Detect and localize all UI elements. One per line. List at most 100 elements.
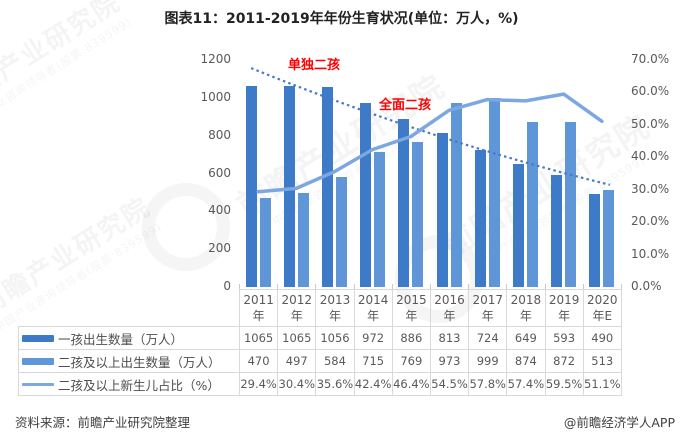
annotation-quanmian-erhai: 全面二孩 bbox=[379, 98, 432, 113]
legend-line-marker-icon bbox=[22, 382, 54, 386]
x-axis-tick-mark bbox=[582, 284, 584, 289]
table-value-cell: 59.5% bbox=[544, 372, 584, 396]
footer-credit: @前瞻经济学人APP bbox=[563, 415, 675, 430]
right-axis-tick: 50.0% bbox=[631, 116, 670, 131]
legend-bar-marker-icon bbox=[22, 334, 54, 342]
data-table: 2011 年 2012 年 2013 年 2014 年 2015 年 2016 年 2017 年 2018 年… bbox=[18, 289, 622, 396]
year-header-cell: 2015 年 bbox=[391, 289, 431, 327]
year-header-cell: 2017 年 bbox=[468, 289, 508, 327]
chart-title: 图表11：2011-2019年年份生育状况(单位：万人，%) bbox=[164, 11, 519, 27]
x-axis-tick-mark bbox=[239, 284, 240, 289]
left-axis-tick: 600 bbox=[208, 165, 231, 180]
legend-cell: 二孩及以上新生儿占比（%） bbox=[18, 372, 240, 396]
right-axis-tick: 30.0% bbox=[631, 181, 670, 196]
table-value-cell: 715 bbox=[353, 349, 393, 373]
first-child-bar-2015年 bbox=[398, 119, 410, 287]
legend-label: 二孩及以上新生儿占比（%） bbox=[58, 377, 220, 393]
second-child-bar-2014年 bbox=[374, 151, 386, 287]
table-value-cell: 30.4% bbox=[277, 372, 317, 396]
year-header-cell: 2013 年 bbox=[315, 289, 355, 327]
year-header-cell: 2011 年 bbox=[238, 289, 279, 327]
x-axis-tick-mark bbox=[315, 284, 317, 289]
table-value-cell: 35.6% bbox=[315, 372, 355, 396]
right-axis-tick: 60.0% bbox=[631, 84, 670, 99]
x-axis-tick-mark bbox=[621, 284, 622, 289]
table-value-cell: 497 bbox=[277, 349, 317, 373]
table-row: 一孩出生数量（万人） 1065 1065 1056 972 886 813 724 649 593… bbox=[18, 326, 622, 350]
right-axis-tick: 10.0% bbox=[631, 246, 670, 261]
table-value-cell: 769 bbox=[391, 349, 431, 373]
first-child-bar-2011年 bbox=[245, 85, 257, 287]
first-child-bar-2016年 bbox=[436, 133, 448, 287]
data-table-grid: 2011 年 2012 年 2013 年 2014 年 2015 年 2016 年 2017 年 2018 年… bbox=[18, 289, 622, 396]
x-axis-tick-mark bbox=[468, 284, 470, 289]
table-value-cell: 973 bbox=[429, 349, 470, 373]
second-child-bar-2011年 bbox=[259, 198, 271, 287]
table-value-cell: 874 bbox=[506, 349, 546, 373]
table-value-cell: 593 bbox=[544, 326, 584, 350]
table-value-cell: 470 bbox=[238, 349, 279, 373]
left-axis-tick: 1000 bbox=[200, 89, 231, 104]
table-value-cell: 57.8% bbox=[468, 372, 508, 396]
legend-label: 一孩出生数量（万人） bbox=[58, 331, 184, 347]
table-value-cell: 972 bbox=[353, 326, 393, 350]
first-child-bar-2013年 bbox=[322, 87, 333, 287]
first-child-bar-2017年 bbox=[474, 150, 486, 287]
second-child-bar-2020年E bbox=[603, 189, 615, 287]
table-value-cell: 46.4% bbox=[391, 372, 431, 396]
table-value-cell: 1065 bbox=[277, 326, 317, 350]
table-corner-cell bbox=[19, 290, 240, 327]
legend-label: 二孩及以上出生数量（万人） bbox=[58, 354, 221, 370]
year-header-cell: 2020 年E bbox=[582, 289, 622, 327]
table-value-cell: 886 bbox=[391, 326, 431, 350]
table-value-cell: 1065 bbox=[238, 326, 279, 350]
first-child-bar-2014年 bbox=[360, 103, 372, 287]
left-axis-tick: 200 bbox=[208, 241, 231, 256]
first-child-bar-2012年 bbox=[283, 85, 295, 287]
legend-cell: 二孩及以上出生数量（万人） bbox=[18, 349, 240, 373]
year-header-cell: 2012 年 bbox=[277, 289, 317, 327]
table-value-cell: 872 bbox=[544, 349, 584, 373]
year-header-cell: 2018 年 bbox=[506, 289, 546, 327]
x-axis-tick-mark bbox=[544, 284, 546, 289]
table-value-cell: 1056 bbox=[315, 326, 355, 350]
year-header-cell: 2014 年 bbox=[353, 289, 393, 327]
left-axis-tick: 800 bbox=[208, 127, 231, 142]
first-child-bar-2018年 bbox=[513, 164, 524, 287]
table-value-cell: 584 bbox=[315, 349, 355, 373]
first-child-bar-2020年E bbox=[589, 194, 601, 287]
x-axis-tick-mark bbox=[430, 284, 431, 289]
right-axis-tick: 20.0% bbox=[631, 214, 670, 229]
table-value-cell: 813 bbox=[429, 326, 470, 350]
second-child-bar-2013年 bbox=[336, 176, 347, 287]
right-axis-tick: 40.0% bbox=[631, 149, 670, 164]
second-child-bar-2012年 bbox=[297, 192, 309, 287]
legend-cell: 一孩出生数量（万人） bbox=[18, 326, 240, 350]
table-value-cell: 42.4% bbox=[353, 372, 393, 396]
table-row: 二孩及以上新生儿占比（%） 29.4% 30.4% 35.6% 42.4% 46.4% 54… bbox=[18, 372, 622, 396]
footer-source: 资料来源：前瞻产业研究院整理 bbox=[15, 415, 191, 430]
table-value-cell: 54.5% bbox=[429, 372, 470, 396]
table-value-cell: 999 bbox=[468, 349, 508, 373]
second-child-bar-2016年 bbox=[450, 102, 462, 287]
second-child-bar-2015年 bbox=[412, 141, 424, 287]
left-axis-tick: 400 bbox=[208, 203, 231, 218]
right-axis-tick: 0.0% bbox=[631, 279, 662, 293]
table-value-cell: 649 bbox=[506, 326, 546, 350]
legend-bar-marker-icon bbox=[22, 357, 54, 365]
second-child-bar-2017年 bbox=[488, 98, 500, 287]
x-axis-tick-mark bbox=[391, 284, 393, 289]
left-axis-tick: 1200 bbox=[200, 52, 231, 66]
x-axis-tick-mark bbox=[506, 284, 508, 289]
table-row: 二孩及以上出生数量（万人） 470 497 584 715 769 973 999 874 872… bbox=[18, 349, 622, 373]
first-child-bar-2019年 bbox=[551, 174, 563, 287]
table-value-cell: 513 bbox=[582, 349, 622, 373]
table-value-cell: 490 bbox=[582, 326, 622, 350]
annotation-dandu-erhai: 单独二孩 bbox=[288, 58, 341, 73]
right-axis-tick: 70.0% bbox=[631, 52, 670, 66]
year-header-cell: 2016 年 bbox=[429, 289, 470, 327]
second-child-bar-2018年 bbox=[527, 121, 538, 287]
table-value-cell: 29.4% bbox=[238, 372, 279, 396]
table-value-cell: 724 bbox=[468, 326, 508, 350]
